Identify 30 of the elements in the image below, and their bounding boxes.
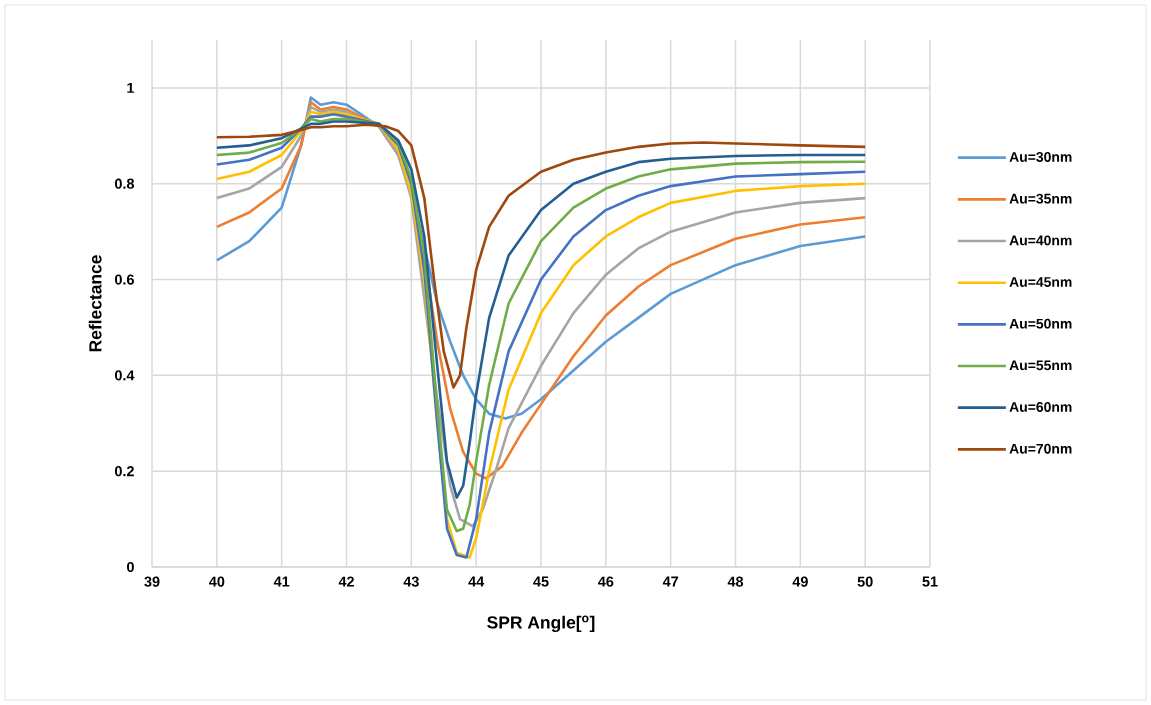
x-tick-label: 50 <box>857 576 873 587</box>
x-tick-label: 46 <box>598 576 614 587</box>
legend-label: Au=30nm <box>1009 152 1072 162</box>
y-axis-title: Reflectance <box>88 255 102 352</box>
x-tick-label: 49 <box>792 576 808 587</box>
legend-label: Au=50nm <box>1009 318 1072 329</box>
x-tick-label: 41 <box>273 576 290 587</box>
y-tick-label: 1 <box>127 82 135 93</box>
x-tick-label: 45 <box>533 576 549 587</box>
y-tick-label: 0.4 <box>114 370 135 381</box>
x-tick-label: 44 <box>468 576 485 587</box>
y-tick-label: 0.6 <box>114 274 134 285</box>
x-tick-label: 47 <box>662 576 679 587</box>
legend-label: Au=45nm <box>1009 277 1072 287</box>
x-tick-label: 51 <box>922 576 938 587</box>
legend-label: Au=60nm <box>1009 402 1072 412</box>
y-tick-label: 0 <box>127 561 134 573</box>
x-tick-label: 43 <box>403 576 419 587</box>
x-tick-label: 42 <box>338 576 354 587</box>
legend-label: Au=55nm <box>1009 360 1072 371</box>
legend-label: Au=40nm <box>1009 235 1072 246</box>
legend-label: Au=70nm <box>1009 443 1072 454</box>
x-tick-label: 48 <box>727 576 744 587</box>
y-tick-label: 0.2 <box>114 466 134 477</box>
x-tick-label: 39 <box>144 576 160 587</box>
legend-label: Au=35nm <box>1009 193 1072 204</box>
y-tick-label: 0.8 <box>114 178 135 189</box>
x-tick-label: 40 <box>209 576 225 587</box>
x-axis-title: SPR Angle[$^{o}$] <box>487 615 595 633</box>
line-series <box>215 123 867 389</box>
